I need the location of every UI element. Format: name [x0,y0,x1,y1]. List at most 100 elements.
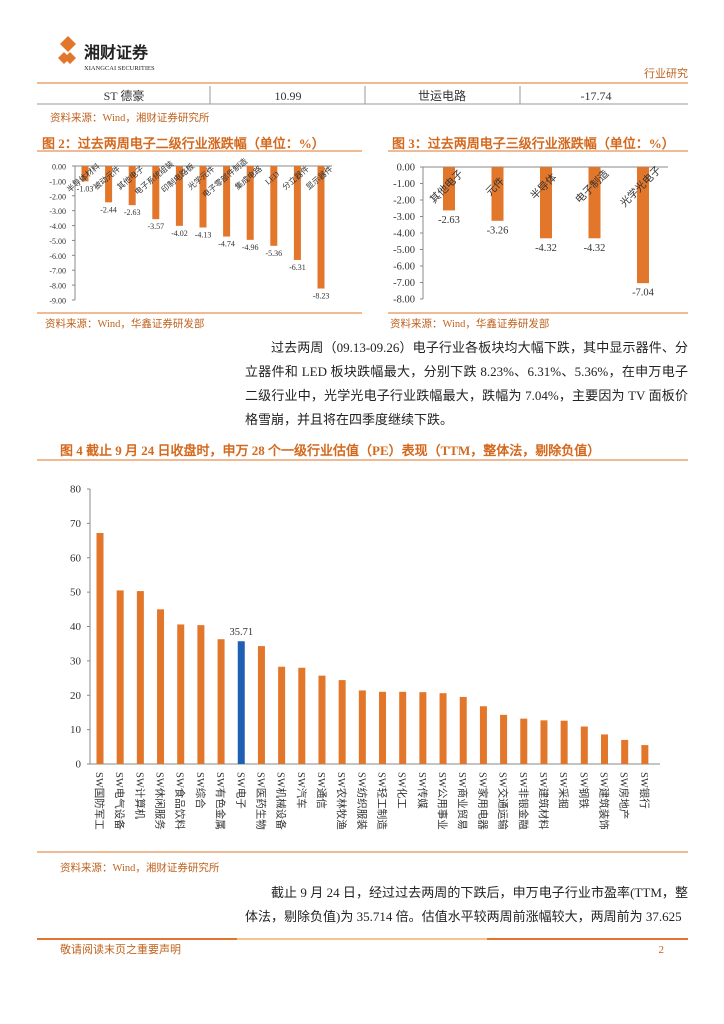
y-tick-label: -6.00 [49,252,66,261]
page-number: 2 [659,944,665,956]
value-label: -3.57 [147,222,164,231]
bar [128,166,136,206]
bar [580,726,588,764]
bar [318,675,326,764]
y-tick-label: 0.00 [52,163,66,172]
chart-title: 图 4 截止 9 月 24 日收盘时，申万 28 个一级行业估值（PE）表现（T… [60,443,601,458]
bar [237,641,245,764]
x-tick-label: SW纺织服装 [355,772,368,830]
y-tick-label: -8.00 [49,282,66,291]
x-tick-label: SW房地产 [618,772,631,819]
bar [223,166,231,237]
y-tick-label: 80 [70,484,82,496]
bar [520,718,528,764]
x-tick-label: SW国防军工 [93,772,106,830]
bar [459,696,467,764]
bar [270,166,278,246]
bar [298,667,306,764]
bar [257,646,265,764]
bar [641,745,649,764]
y-tick-label: -2.00 [393,196,415,207]
bar [500,714,508,764]
bar [157,609,165,764]
bar [491,167,504,221]
bar [588,167,601,239]
value-label: 35.71 [229,627,253,638]
y-tick-label: -9.00 [49,297,66,306]
value-label: -8.23 [313,292,330,301]
x-tick-label: SW交通运输 [497,772,510,830]
value-label: -7.04 [632,288,655,299]
x-tick-label: SW公用事业 [436,772,449,830]
bar [379,691,387,764]
bar [81,166,89,182]
table-cell: 世运电路 [418,88,466,103]
value-label: -4.32 [535,243,557,254]
footer-rule [37,938,237,940]
y-tick-label: 40 [70,621,82,633]
y-tick-label: -3.00 [393,212,415,223]
bar [105,166,113,203]
x-tick-label: SW非银金融 [517,772,530,830]
x-tick-label: 元件 [484,175,507,198]
bar [177,624,185,764]
bar [197,625,205,764]
chart-source: 资料来源：Wind，华鑫证券研发部 [390,319,550,330]
bar [621,739,629,764]
y-tick-label: 50 [70,587,82,599]
value-label: -4.02 [171,229,188,238]
x-tick-label: SW家用电器 [476,772,489,830]
bar [152,166,160,220]
x-tick-label: SW通信 [315,772,327,809]
footer-disclaimer: 敬请阅读末页之重要声明 [60,942,181,956]
y-tick-label: 70 [70,518,82,530]
x-tick-label: SW汽车 [295,772,308,809]
bar [601,734,608,764]
section-label: 行业研究 [644,66,688,80]
y-tick-label: -5.00 [49,237,66,246]
x-tick-label: SW银行 [638,772,651,809]
y-tick-label: 60 [70,552,82,564]
y-tick-label: -7.00 [393,278,415,289]
y-tick-label: -8.00 [393,295,415,306]
bar [96,533,104,764]
chart-title: 图 3：过去两周电子三级行业涨跌幅（单位：%） [392,136,675,151]
bar [136,591,144,764]
bar [419,692,427,764]
bar [278,666,286,764]
bar [317,166,325,289]
paragraph: 过去两周（09.13-09.26）电子行业各板块均大幅下跌，其中显示器件、分立器… [245,340,688,427]
bar [217,639,225,764]
value-label: -3.26 [487,225,509,236]
y-tick-label: -5.00 [393,245,415,256]
x-tick-label: SW机械设备 [275,772,288,830]
chart-source: 资料来源：Wind，华鑫证券研发部 [45,319,205,330]
y-tick-label: -3.00 [49,207,66,216]
value-label: -2.63 [438,215,460,226]
chart-source: 资料来源：Wind，湘财证券研究所 [60,863,220,874]
bar [637,167,649,284]
x-tick-label: SW建筑装饰 [598,772,611,830]
value-label: -4.32 [584,243,606,254]
x-tick-label: SW电气设备 [113,772,126,830]
value-label: -4.96 [242,243,259,252]
table-source: 资料来源：Wind，湘财证券研究所 [50,113,210,124]
y-tick-label: -4.00 [393,229,415,240]
table-cell: ST 德豪 [104,88,145,103]
bar [443,167,455,211]
paragraph: 截止 9 月 24 日，经过过去两周的下跌后，申万电子行业市盈率(TTM，整体法… [245,885,688,924]
y-tick-label: 30 [70,655,82,667]
bar [540,720,548,764]
value-label: -2.44 [100,205,117,214]
y-tick-label: 0.00 [397,163,415,174]
x-tick-label: SW食品饮料 [174,772,187,830]
logo-mark [58,36,76,64]
chart-title: 图 2：过去两周电子二级行业涨跌幅（单位：%） [42,136,325,151]
y-tick-label: 20 [70,690,82,702]
x-tick-label: SW商业贸易 [456,772,469,830]
x-tick-label: SW电子 [234,772,247,809]
y-tick-label: -2.00 [49,192,66,201]
bar [338,680,346,764]
x-tick-label: SW综合 [194,772,207,809]
